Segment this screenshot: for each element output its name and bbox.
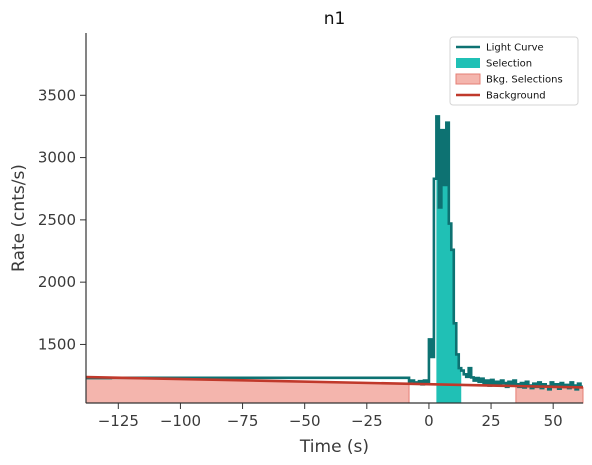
legend-entry-label: Background bbox=[486, 91, 546, 102]
background-line-layer bbox=[85, 375, 584, 389]
y-tick-label: 3500 bbox=[38, 86, 76, 104]
x-tick-label: 50 bbox=[544, 412, 563, 430]
x-tick-label: −125 bbox=[98, 412, 139, 430]
y-axis-label: Rate (cnts/s) bbox=[9, 164, 29, 272]
light-curve-line bbox=[86, 115, 583, 391]
x-ticks: −125 −100 −75 −50 −25 0 25 50 bbox=[98, 403, 563, 430]
y-tick-label: 2500 bbox=[38, 211, 76, 229]
legend-entry-label: Bkg. Selections bbox=[486, 75, 563, 86]
light-curve-layer bbox=[86, 115, 583, 391]
x-tick-label: 0 bbox=[424, 412, 434, 430]
legend-patch-swatch bbox=[455, 73, 481, 85]
legend-entry-label: Light Curve bbox=[486, 43, 544, 54]
legend-box bbox=[449, 36, 579, 106]
legend: Light Curve Selection Bkg. Selections Backg… bbox=[449, 36, 579, 106]
x-tick-label: −75 bbox=[227, 412, 259, 430]
y-tick-label: 3000 bbox=[38, 149, 76, 167]
x-tick-label: −50 bbox=[289, 412, 321, 430]
axes bbox=[85, 33, 583, 404]
background-line bbox=[85, 375, 584, 389]
y-ticks: 1500 2000 2500 3000 3500 bbox=[38, 86, 86, 353]
x-tick-label: −100 bbox=[160, 412, 201, 430]
x-tick-label: −25 bbox=[351, 412, 383, 430]
legend-patch-swatch bbox=[456, 58, 480, 68]
x-axis-label: Time (s) bbox=[299, 437, 369, 457]
y-tick-label: 1500 bbox=[38, 335, 76, 353]
y-tick-label: 2000 bbox=[38, 273, 76, 291]
legend-entry-label: Selection bbox=[486, 59, 532, 70]
x-tick-label: 25 bbox=[482, 412, 501, 430]
chart-title: n1 bbox=[324, 9, 346, 29]
